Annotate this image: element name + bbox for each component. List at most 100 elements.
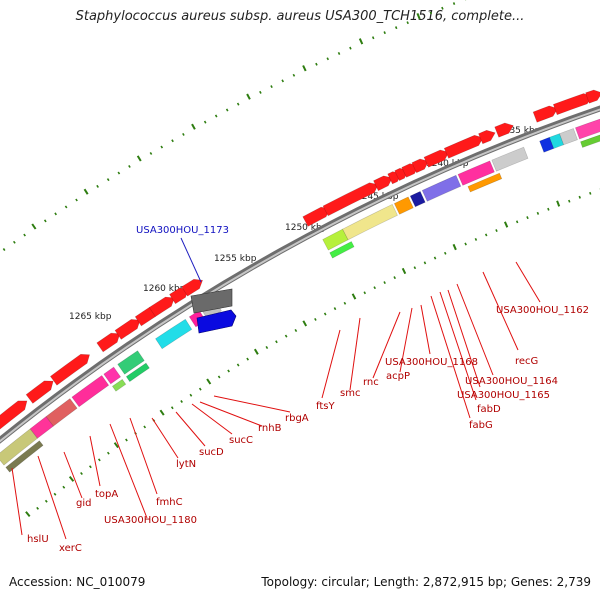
outer-scale-tick bbox=[406, 21, 409, 25]
cog-block bbox=[409, 191, 426, 208]
inner-scale-tick bbox=[159, 409, 165, 416]
inner-scale-tick bbox=[568, 199, 571, 203]
cog-block bbox=[155, 318, 193, 350]
backbone-highlight bbox=[0, 108, 600, 443]
inner-scale-tick bbox=[503, 221, 509, 228]
leader-line-fabd bbox=[439, 291, 477, 401]
outer-scale-tick bbox=[292, 73, 296, 77]
inner-scale-tick bbox=[413, 266, 417, 270]
gene-label-usa300hou-1168: USA300HOU_1168 bbox=[385, 357, 478, 368]
scale-label-1245-kbp: 1245 kbp bbox=[356, 192, 399, 202]
outer-scale-tick bbox=[259, 90, 262, 94]
inner-scale-tick bbox=[97, 458, 101, 462]
outer-scale-tick bbox=[117, 171, 121, 175]
inner-scale-tick bbox=[515, 220, 519, 224]
cog-block bbox=[342, 203, 398, 241]
forward-gene bbox=[25, 380, 54, 404]
cog-block bbox=[457, 160, 495, 186]
inner-scale-tick bbox=[198, 387, 202, 391]
cog-sub-block bbox=[111, 378, 127, 392]
inner-scale-tick bbox=[423, 261, 427, 265]
forward-gene bbox=[0, 400, 28, 430]
forward-gene bbox=[148, 296, 175, 318]
cog-block bbox=[575, 118, 600, 140]
inner-scale-tick bbox=[495, 229, 498, 233]
inner-scale-tick bbox=[333, 307, 337, 311]
gene-label-rbga: rbgA bbox=[285, 413, 309, 424]
inner-scale-tick bbox=[53, 492, 57, 496]
outer-scale-tick bbox=[394, 26, 398, 30]
outer-scale-tick bbox=[23, 233, 26, 237]
outer-scale-tick bbox=[75, 198, 78, 202]
inner-scale-tick bbox=[246, 357, 249, 361]
gene-label-usa300hou-1180: USA300HOU_1180 bbox=[104, 515, 197, 526]
forward-gene bbox=[478, 129, 496, 145]
leader-line-acpp bbox=[399, 307, 413, 373]
inner-scale-tick bbox=[206, 378, 212, 385]
inner-scale-tick bbox=[351, 293, 357, 300]
outer-scale-tick bbox=[441, 6, 444, 10]
scale-label-1240-kbp: 1240 kbp bbox=[426, 159, 469, 169]
outer-scale-tick bbox=[83, 188, 89, 195]
leader-line-ftsy bbox=[321, 329, 341, 399]
leader-line-fabg bbox=[430, 295, 471, 419]
outer-scale-tick bbox=[214, 114, 218, 118]
backbone-track bbox=[0, 105, 600, 444]
outer-scale-tick bbox=[246, 93, 251, 100]
scale-label-1250-kbp: 1250 kbp bbox=[285, 223, 328, 233]
gene-label-usa300hou-1165: USA300HOU_1165 bbox=[457, 390, 550, 401]
scale-label-1265-kbp: 1265 kbp bbox=[69, 312, 112, 322]
cog-sub-block bbox=[329, 241, 355, 259]
gene-label-succ: sucC bbox=[229, 435, 253, 446]
inner-scale-tick bbox=[143, 425, 147, 429]
inner-scale-tick bbox=[314, 318, 317, 321]
outer-scale-tick bbox=[160, 145, 164, 149]
gene-label-rnc: rnc bbox=[363, 377, 379, 388]
outer-scale-tick bbox=[315, 62, 318, 66]
outer-scale-tick bbox=[128, 164, 131, 168]
forward-gene bbox=[423, 149, 450, 168]
gene-label-hslu: hslU bbox=[27, 534, 49, 545]
inner-scale-tick bbox=[556, 200, 561, 207]
scale-label-1235-kbp: 1235 kbp bbox=[498, 126, 541, 136]
inner-scale-tick bbox=[323, 312, 327, 316]
inner-scale-tick bbox=[88, 465, 92, 469]
forward-gene bbox=[532, 105, 559, 123]
gene-label-lytn: lytN bbox=[176, 459, 196, 470]
cog-block bbox=[103, 366, 122, 385]
cog-block bbox=[393, 196, 414, 215]
outer-scale-tick bbox=[64, 205, 68, 209]
leader-line-smc bbox=[349, 317, 361, 391]
forward-gene bbox=[443, 134, 484, 159]
inner-scale-tick bbox=[227, 369, 230, 373]
outer-scale-tick bbox=[149, 151, 153, 155]
gene-label-fabd: fabD bbox=[477, 404, 501, 415]
topology-text: Topology: circular; Length: 2,872,915 bp… bbox=[261, 575, 591, 589]
cog-block bbox=[421, 174, 462, 202]
inner-scale-tick bbox=[484, 233, 488, 237]
outer-scale-tick bbox=[349, 46, 352, 50]
gene-label-rnhb: rnhB bbox=[258, 423, 282, 434]
gene-label-recg: recG bbox=[515, 356, 538, 367]
gene-labels: USA300HOU_1173 USA300HOU_1162 recG USA300HO… bbox=[27, 225, 589, 554]
outer-scale-tick bbox=[302, 65, 307, 72]
leader-line-succ bbox=[191, 403, 233, 435]
map-title: Staphylococcus aureus subsp. aureus USA3… bbox=[75, 9, 525, 24]
leader-line-rnhb bbox=[199, 401, 263, 427]
forward-gene bbox=[322, 182, 379, 217]
inner-scale-tick bbox=[36, 506, 40, 510]
forward-gene bbox=[114, 319, 141, 340]
highlighted-gene-usa300hou-1173 bbox=[190, 288, 237, 334]
inner-scale-tick bbox=[265, 345, 269, 350]
inner-scale-tick bbox=[284, 334, 288, 338]
inner-scale-tick bbox=[474, 237, 478, 241]
gene-label-acpp: acpP bbox=[386, 371, 410, 382]
inner-scale-tick bbox=[253, 348, 259, 355]
inner-scale-tick bbox=[589, 191, 592, 195]
inner-scale-tick bbox=[170, 406, 174, 410]
cog-block bbox=[491, 146, 529, 172]
inner-scale-tick bbox=[578, 195, 581, 199]
scale-label-1255-kbp: 1255 kbp bbox=[214, 254, 257, 264]
inner-scale-tick bbox=[343, 301, 347, 305]
inner-scale-tick bbox=[401, 267, 407, 275]
